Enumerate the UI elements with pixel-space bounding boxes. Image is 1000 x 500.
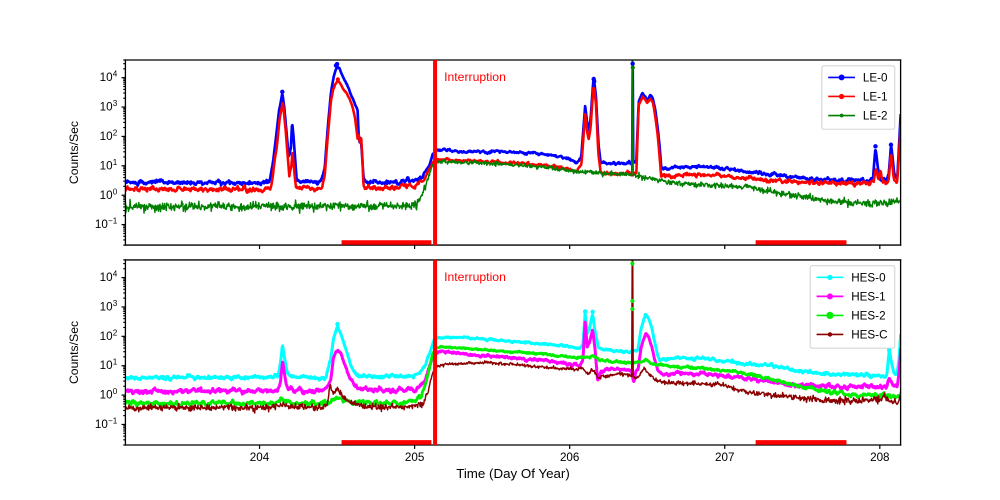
svg-text:205: 205 (405, 451, 424, 464)
svg-text:1 0 1: 1 0 1 (100, 149, 157, 174)
svg-text:LE-2: LE-2 (863, 110, 888, 123)
svg-text:HES-C: HES-C (851, 329, 887, 342)
svg-text:204: 204 (250, 451, 270, 464)
svg-text:LE-1: LE-1 (863, 91, 888, 104)
svg-text:207: 207 (715, 451, 734, 464)
svg-text:1 0 2: 1 0 2 (100, 120, 157, 145)
svg-text:1 0 4: 1 0 4 (100, 61, 157, 86)
svg-text:1 0 −: 1 0 − 1 (95, 208, 157, 233)
svg-text:Counts/Sec: Counts/Sec (67, 121, 81, 184)
svg-text:LE-0: LE-0 (863, 72, 888, 85)
svg-text:1 0 −: 1 0 − 1 (95, 407, 157, 432)
svg-text:HES-1: HES-1 (851, 290, 885, 303)
svg-text:Counts/Sec: Counts/Sec (67, 321, 81, 384)
svg-text:206: 206 (560, 451, 579, 464)
svg-text:1 0 0: 1 0 0 (100, 178, 157, 203)
svg-text:1 0 3: 1 0 3 (100, 90, 157, 115)
svg-text:HES-2: HES-2 (851, 310, 885, 323)
svg-text:Interruption: Interruption (444, 270, 506, 284)
svg-text:1 0 0: 1 0 0 (100, 378, 157, 403)
svg-text:1 0 4: 1 0 4 (100, 261, 157, 286)
svg-text:1 0 2: 1 0 2 (100, 319, 157, 344)
svg-text:1 0 3: 1 0 3 (100, 290, 157, 315)
svg-text:Interruption: Interruption (444, 70, 506, 84)
svg-text:208: 208 (870, 451, 889, 464)
svg-text:Time (Day Of Year): Time (Day Of Year) (456, 466, 570, 481)
svg-text:HES-0: HES-0 (851, 271, 886, 284)
svg-text:1 0 1: 1 0 1 (100, 349, 157, 374)
